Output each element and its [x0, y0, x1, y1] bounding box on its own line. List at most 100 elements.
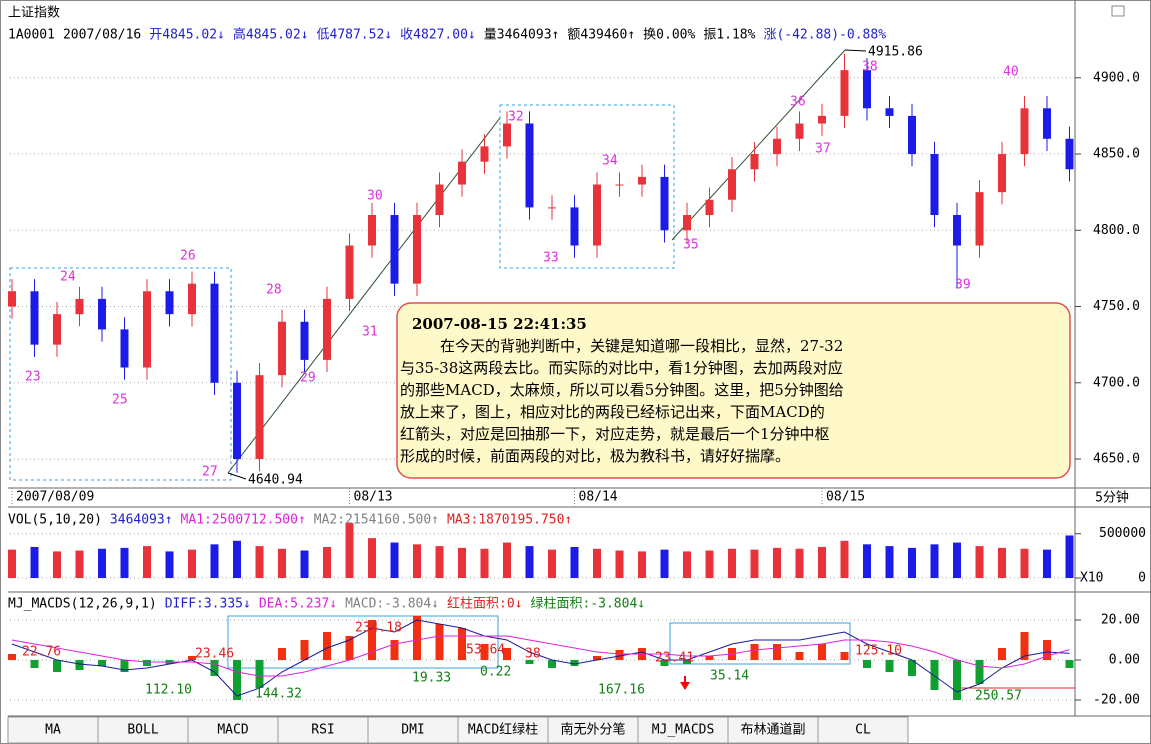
candle-body — [795, 123, 804, 139]
pivot-label: 33 — [543, 251, 559, 266]
volume-bar — [300, 550, 309, 578]
candle-body — [728, 169, 736, 200]
macd-annotation: 38 — [525, 647, 541, 662]
candle-body — [345, 245, 354, 299]
tab[interactable] — [457, 716, 549, 744]
macd-bar — [975, 660, 984, 684]
candle-body — [840, 70, 849, 116]
tab-label[interactable]: CL — [855, 723, 871, 738]
pivot-label: 27 — [202, 465, 218, 480]
volume-bar — [1065, 535, 1074, 578]
candle-body — [8, 291, 16, 307]
candle-body — [435, 184, 444, 216]
pivot-label: 31 — [362, 325, 378, 340]
volume-bar — [323, 546, 331, 578]
volume-bar — [683, 551, 691, 578]
macd-bar — [570, 660, 579, 666]
volume-bar — [750, 549, 759, 578]
macd-bar — [1043, 640, 1051, 660]
tab[interactable] — [367, 716, 459, 744]
y-tick-label: 4900.0 — [1093, 70, 1140, 85]
volume-bar — [480, 548, 489, 578]
window-icon[interactable] — [1111, 5, 1125, 17]
volume-bar — [98, 548, 106, 578]
header-item: 2007/08/16 — [63, 28, 141, 43]
macd-bar — [30, 660, 39, 668]
pivot-label: 23 — [25, 370, 41, 385]
candle-body — [863, 70, 871, 109]
volume-bar — [525, 546, 534, 578]
header-item: 收4827.00↓ — [400, 28, 476, 43]
volume-bar — [233, 540, 241, 578]
x-tick-label: 08/13 — [354, 490, 393, 505]
tab-label[interactable]: RSI — [311, 723, 334, 738]
unit-label: X10 — [1080, 571, 1103, 586]
volume-bar — [1043, 549, 1051, 578]
macd-bar — [525, 660, 534, 664]
candle-body — [525, 123, 534, 208]
note-line: 红箭头，对应是回抽那一下，对应走势，就是最后一个1分钟中枢 — [400, 425, 830, 443]
tab-label[interactable]: DMI — [401, 723, 424, 738]
tab[interactable] — [727, 716, 819, 744]
header-item: 开4845.02↓ — [149, 28, 225, 43]
candle-body — [975, 192, 984, 246]
segment-box — [669, 622, 851, 665]
candle-body — [75, 298, 84, 315]
tab-label[interactable]: BOLL — [127, 723, 158, 738]
candle-body — [368, 215, 376, 246]
trend-line — [671, 49, 846, 241]
candle-body — [885, 108, 894, 116]
y-tick-label: 0.00 — [1109, 653, 1140, 668]
segment-box — [227, 615, 499, 669]
header-item: 量3464093↑ — [484, 28, 560, 43]
pivot-label: 29 — [300, 371, 316, 386]
header-item: MJ_MACDS(12,26,9,1) — [8, 597, 157, 612]
candle-body — [705, 199, 714, 216]
pivot-label: 35 — [683, 238, 699, 253]
tab[interactable] — [277, 716, 369, 744]
tab-label[interactable]: MA — [45, 723, 61, 738]
note-line: 形成的时候，前面两段的对比，极为教科书，请好好揣摩。 — [400, 447, 790, 465]
leader — [844, 49, 867, 52]
note-line: 与35-38这两段去比。而实际的对比中，看1分钟图，去加两段对应 — [400, 359, 843, 377]
macd-bar — [930, 660, 939, 690]
tab-label[interactable]: 南无外分笔 — [560, 722, 625, 738]
tab[interactable] — [817, 716, 909, 744]
tab-label[interactable]: MACD — [217, 723, 248, 738]
period-label[interactable]: 5分钟 — [1095, 490, 1129, 506]
macd-bar — [1020, 632, 1029, 660]
macd-bar — [413, 616, 421, 660]
tab-label[interactable]: MACD红绿柱 — [468, 722, 538, 738]
tab[interactable] — [547, 716, 639, 744]
macd-bar — [255, 660, 264, 688]
candle-body — [773, 138, 781, 155]
pivot-label: 30 — [367, 189, 383, 204]
y-tick-label: 0 — [1138, 571, 1146, 586]
volume-bar — [413, 544, 421, 578]
candle-body — [908, 115, 916, 155]
header-item: 涨(-42.88)-0.88% — [763, 28, 886, 43]
tab-label[interactable]: 布林通道副 — [740, 723, 805, 738]
volume-bar — [8, 549, 16, 578]
candle-body — [570, 207, 579, 246]
candle-body — [818, 115, 826, 124]
tab-label[interactable]: MJ_MACDS — [652, 723, 715, 738]
y-tick-label: 4750.0 — [1093, 299, 1140, 314]
macd-bar — [683, 660, 691, 664]
tab[interactable] — [97, 716, 189, 744]
tab[interactable] — [187, 716, 279, 744]
macd-bar — [8, 654, 16, 660]
candle-body — [300, 321, 309, 360]
macd-bar — [278, 648, 286, 660]
volume-bar — [503, 542, 511, 578]
candle-body — [683, 215, 691, 231]
candle-body — [143, 291, 151, 368]
tab[interactable] — [7, 716, 99, 744]
volume-bar — [908, 547, 916, 578]
y-tick-label: 500000 — [1099, 526, 1146, 541]
x-tick-label: 08/14 — [579, 490, 618, 505]
note-line: 在今天的背驰判断中，关键是知道哪一段相比，显然，27-32 — [440, 337, 843, 355]
segment-box — [499, 104, 675, 269]
